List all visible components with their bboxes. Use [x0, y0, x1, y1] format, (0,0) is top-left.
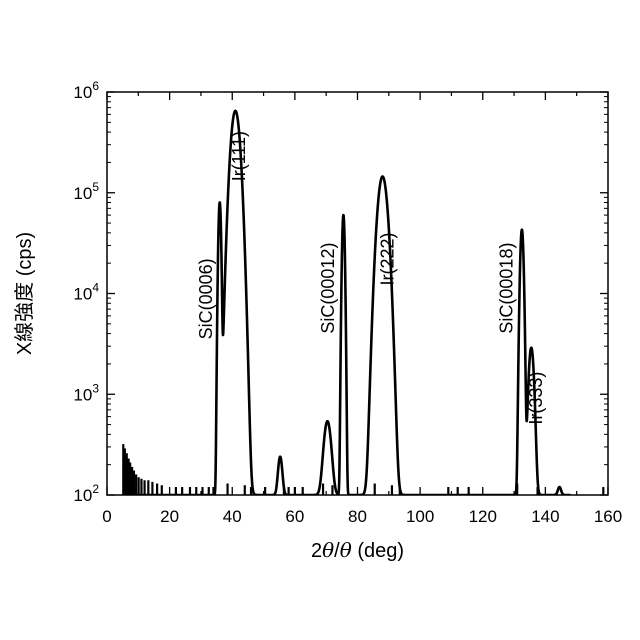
y-tick-label: 104: [73, 281, 99, 304]
axes: [107, 92, 608, 495]
plot-frame: [107, 92, 608, 495]
x-tick-label: 100: [406, 507, 434, 526]
x-axis-title: 2θ/θ (deg): [311, 538, 404, 562]
labels: 0 20 40 60 80 100 120 140 160 102 103 104 105 106 2θ/θ…: [13, 79, 622, 562]
peak-annotation: Ir(222): [378, 232, 398, 285]
y-tick-label: 103: [73, 381, 99, 404]
x-tick-label: 140: [531, 507, 559, 526]
x-tick-label: 40: [223, 507, 242, 526]
x-tick-label: 60: [285, 507, 304, 526]
x-tick-label: 20: [160, 507, 179, 526]
x-tick-label: 80: [348, 507, 367, 526]
y-axis-title: X線強度 (cps): [13, 232, 36, 355]
x-tick-label: 0: [102, 507, 111, 526]
x-tick-label: 160: [594, 507, 622, 526]
y-tick-label: 106: [73, 79, 99, 102]
peak-annotation: SiC(00018): [497, 243, 517, 334]
peak-annotation: Ir(333): [526, 372, 546, 425]
x-tick-label: 120: [469, 507, 497, 526]
y-tick-label: 105: [73, 180, 99, 203]
plot-area: [123, 111, 604, 495]
peak-annotation: Ir(111): [229, 131, 249, 181]
peak-annotation: SiC(00012): [318, 243, 338, 334]
peak-annotation: SiC(0006): [196, 258, 216, 339]
y-tick-label: 102: [73, 482, 99, 505]
series-group: [123, 111, 604, 495]
